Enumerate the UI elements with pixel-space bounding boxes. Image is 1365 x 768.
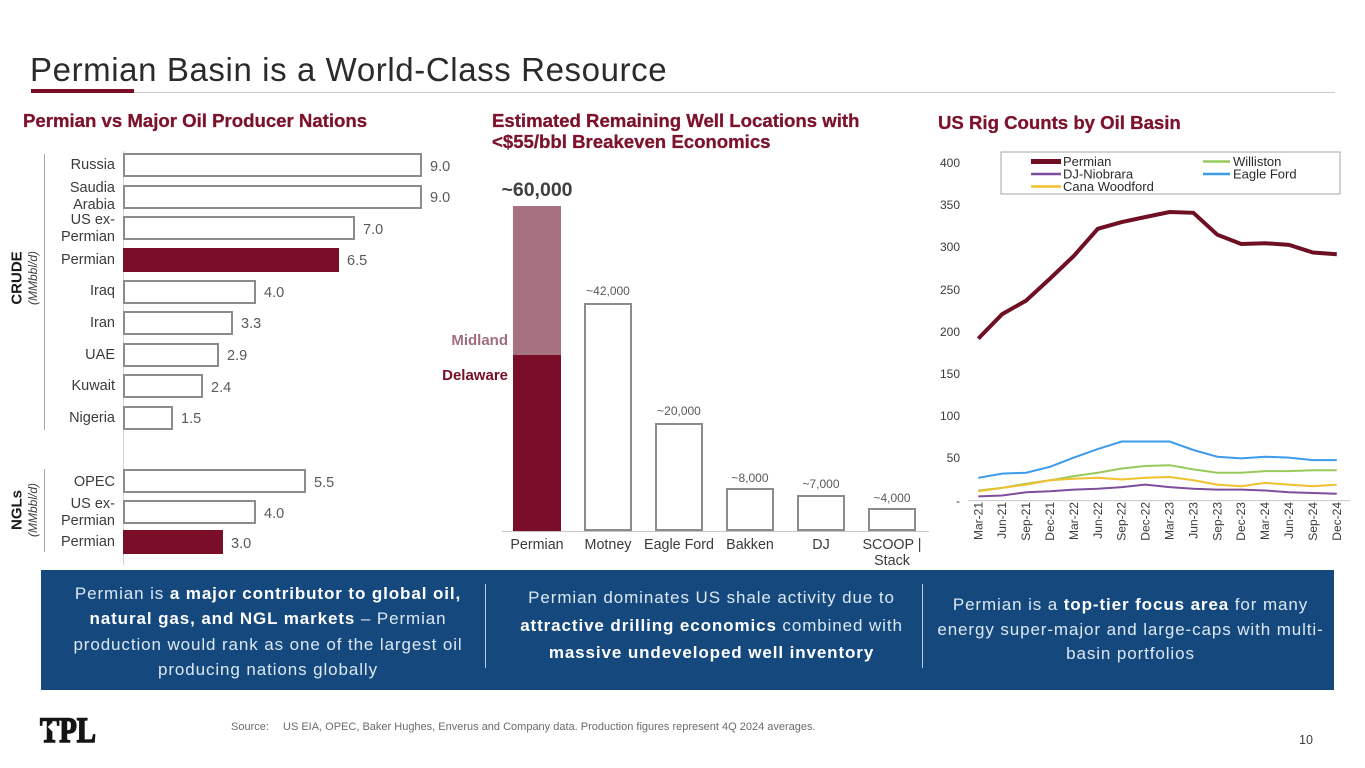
svg-text:-: - <box>956 494 960 508</box>
svg-text:Eagle Ford: Eagle Ford <box>1233 167 1297 182</box>
svg-text:300: 300 <box>940 240 960 254</box>
svg-text:50: 50 <box>947 451 961 465</box>
svg-text:Mar-22: Mar-22 <box>1067 502 1081 540</box>
svg-text:Dec-21: Dec-21 <box>1043 502 1057 541</box>
svg-text:Jun-22: Jun-22 <box>1091 502 1105 539</box>
svg-text:Jun-21: Jun-21 <box>995 502 1009 539</box>
svg-text:250: 250 <box>940 283 960 297</box>
svg-text:Mar-24: Mar-24 <box>1258 502 1272 540</box>
svg-text:Mar-21: Mar-21 <box>971 502 985 540</box>
svg-text:Sep-22: Sep-22 <box>1115 502 1129 541</box>
svg-text:Dec-23: Dec-23 <box>1234 502 1248 541</box>
svg-text:Williston: Williston <box>1233 154 1281 169</box>
svg-text:DJ-Niobrara: DJ-Niobrara <box>1063 167 1134 182</box>
svg-text:Mar-23: Mar-23 <box>1163 502 1177 540</box>
svg-text:150: 150 <box>940 367 960 381</box>
svg-text:Permian: Permian <box>1063 154 1111 169</box>
svg-text:Dec-24: Dec-24 <box>1330 502 1344 541</box>
svg-text:400: 400 <box>940 156 960 170</box>
svg-text:350: 350 <box>940 198 960 212</box>
svg-text:Jun-23: Jun-23 <box>1186 502 1200 539</box>
svg-text:100: 100 <box>940 409 960 423</box>
svg-text:Sep-24: Sep-24 <box>1306 502 1320 541</box>
svg-text:Cana Woodford: Cana Woodford <box>1063 179 1154 194</box>
svg-text:Jun-24: Jun-24 <box>1282 502 1296 539</box>
svg-text:200: 200 <box>940 325 960 339</box>
svg-text:Sep-23: Sep-23 <box>1210 502 1224 541</box>
svg-text:Sep-21: Sep-21 <box>1019 502 1033 541</box>
svg-text:Dec-22: Dec-22 <box>1139 502 1153 541</box>
